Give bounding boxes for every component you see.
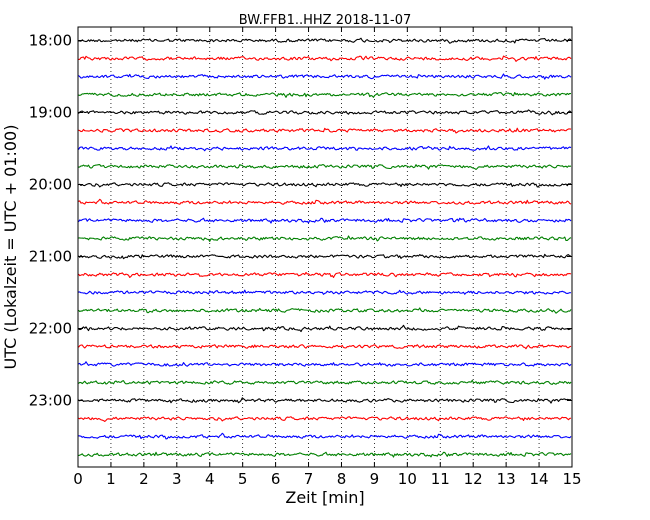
x-tick-label: 13 [497,470,516,488]
trace-line [78,55,572,62]
trace-line [78,91,572,98]
trace-line [78,324,572,333]
trace-line [78,253,572,260]
x-tick-label: 7 [304,470,314,488]
trace-line [78,416,572,423]
x-tick-label: 10 [398,470,417,488]
trace-line [78,289,572,295]
y-tick-label: 22:00 [29,320,72,338]
x-tick-label: 6 [271,470,281,488]
plot-area [78,27,572,467]
trace-line [78,127,572,134]
trace-line [78,164,572,171]
x-tick-label: 4 [205,470,215,488]
x-tick-label: 3 [172,470,182,488]
x-tick-label: 5 [238,470,248,488]
x-axis-ticks: 0 1 2 3 4 5 6 7 8 9 10 11 12 13 14 15 [73,27,582,488]
x-axis-label: Zeit [min] [285,488,364,507]
trace-line [78,145,572,152]
x-tick-label: 0 [73,470,83,488]
y-tick-label: 23:00 [29,392,72,410]
y-axis-ticks: 18:00 19:00 20:00 21:00 22:00 23:00 [29,32,572,410]
trace-line [78,271,572,279]
y-tick-label: 19:00 [29,104,72,122]
x-tick-label: 14 [530,470,549,488]
trace-line [78,361,572,367]
x-tick-label: 2 [139,470,149,488]
x-tick-label: 15 [562,470,581,488]
trace-line [78,451,572,458]
y-tick-label: 18:00 [29,32,72,50]
y-tick-label: 21:00 [29,248,72,266]
y-axis-label: UTC (Lokalzeit = UTC + 01:00) [1,125,20,370]
trace-line [78,379,572,385]
x-tick-label: 9 [370,470,380,488]
trace-line [78,397,572,404]
x-tick-label: 8 [337,470,347,488]
trace-line [78,198,572,205]
x-tick-label: 1 [106,470,116,488]
y-tick-label: 20:00 [29,176,72,194]
trace-group [78,37,572,458]
plot-frame [77,26,573,468]
trace-line [78,73,572,80]
chart-title: BW.FFB1..HHZ 2018-11-07 [239,13,412,28]
trace-line [78,37,572,44]
vertical-gridlines [110,27,540,467]
x-tick-label: 11 [431,470,450,488]
x-tick-label: 12 [464,470,483,488]
trace-line [78,109,572,116]
trace-line [78,344,572,350]
trace-line [78,217,572,224]
trace-line [78,307,572,314]
trace-line [78,235,572,242]
trace-line [78,182,572,188]
trace-line [78,432,572,440]
